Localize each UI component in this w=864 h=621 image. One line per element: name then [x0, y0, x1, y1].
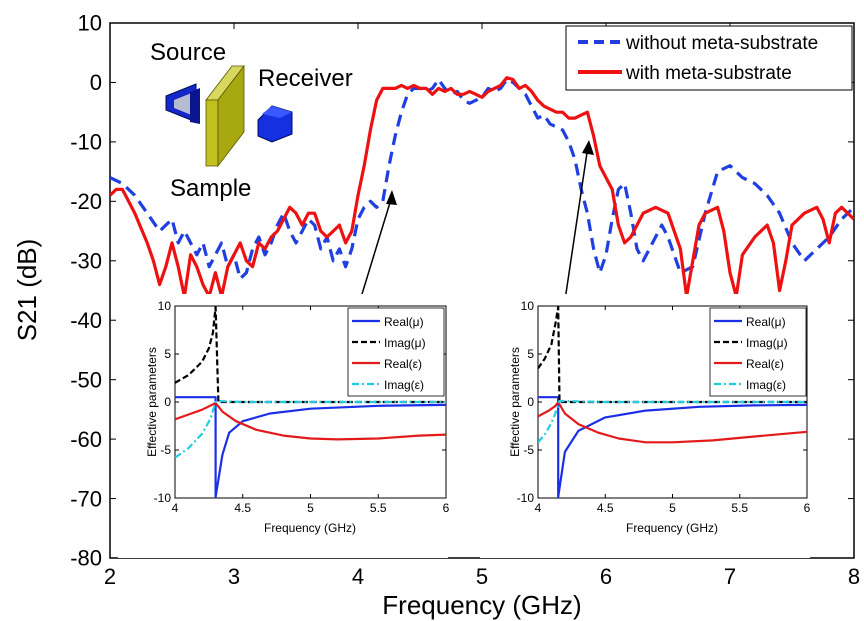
y-tick-label: 10: [78, 11, 102, 36]
x-tick-label: 2: [104, 564, 116, 589]
sample-label: Sample: [170, 175, 251, 202]
inset-left-legend-label-1: Imag(μ): [384, 336, 426, 350]
inset-right-y-axis-label: Effective parameters: [508, 347, 522, 457]
y-tick-label: 0: [527, 395, 534, 409]
receiver-label: Receiver: [258, 65, 353, 92]
y-tick-label: 0: [90, 70, 102, 95]
series-line-Imag(μ): [175, 306, 446, 404]
inset-right-legend-label-1: Imag(μ): [746, 336, 788, 350]
inset-left-legend: Real(μ) Imag(μ) Real(ε) Imag(ε): [347, 307, 445, 397]
series-group: [538, 306, 807, 498]
x-tick-label: 4: [172, 501, 179, 515]
inset-right-series-lines: [538, 306, 807, 498]
y-tick-label: -80: [70, 546, 102, 571]
y-tick-label: -10: [154, 491, 172, 505]
y-tick-label: 10: [158, 299, 172, 313]
series-group: [110, 76, 854, 298]
y-tick-label: 5: [164, 347, 171, 361]
y-tick-label: -20: [70, 189, 102, 214]
inset-left-legend-label-0: Real(μ): [384, 315, 424, 329]
x-tick-label: 4.5: [597, 501, 614, 515]
y-tick-label: -50: [70, 367, 102, 392]
y-tick-label: -5: [160, 443, 171, 457]
x-tick-label: 6: [600, 564, 612, 589]
x-tick-label: 5.5: [370, 501, 387, 515]
y-tick-label: -70: [70, 486, 102, 511]
y-tick-label: 10: [521, 299, 535, 313]
inset-left-y-axis-label: Effective parameters: [145, 347, 159, 457]
inset-right-axes: 10 5 0 -5 -104 4.5 5 5.5 6: [517, 299, 811, 515]
receiver-horn-icon: [257, 105, 293, 143]
y-tick-label: -30: [70, 248, 102, 273]
series-group: [175, 306, 446, 498]
series-line-Imag(ε): [538, 399, 807, 444]
measurement-schematic: Source Receiver Sample: [150, 39, 353, 202]
x-tick-label: 4.5: [234, 501, 251, 515]
source-label: Source: [150, 39, 226, 66]
x-tick-label: 5: [669, 501, 676, 515]
inset-right-legend-label-3: Imag(ε): [746, 378, 786, 392]
legend-label-without: without meta-substrate: [625, 33, 818, 54]
x-tick-label: 5: [307, 501, 314, 515]
x-tick-label: 4: [352, 564, 364, 589]
series-line-Real(μ): [175, 396, 446, 498]
x-tick-label: 5: [476, 564, 488, 589]
series-line-Real(ε): [538, 400, 807, 444]
inset-left-series-lines: [175, 306, 446, 498]
source-horn-icon: [165, 83, 200, 124]
inset-right-legend: Real(μ) Imag(μ) Real(ε) Imag(ε): [709, 307, 807, 397]
x-tick-label: 6: [804, 501, 811, 515]
y-tick-label: 0: [164, 395, 171, 409]
inset-left-legend-label-2: Real(ε): [384, 357, 422, 371]
y-tick-label: -5: [523, 443, 534, 457]
x-tick-label: 5.5: [731, 501, 748, 515]
inset-left-legend-label-3: Imag(ε): [384, 378, 424, 392]
main-y-axis: 100-10-20-30-40-50-60-70-802 3 4 5 6 7 8: [70, 11, 860, 589]
main-legend-box: [565, 25, 853, 91]
main-x-axis-label: Frequency (GHz): [382, 590, 581, 620]
series-line-with meta-substrate: [110, 76, 854, 298]
inset-right-legend-label-2: Real(ε): [746, 357, 784, 371]
y-tick-label: -10: [70, 130, 102, 155]
series-line-Real(ε): [175, 401, 446, 441]
inset-right-legend-box: [709, 307, 807, 397]
y-tick-label: -10: [517, 491, 535, 505]
x-tick-label: 7: [724, 564, 736, 589]
x-tick-label: 8: [848, 564, 860, 589]
main-y-axis-label: S21 (dB): [12, 239, 42, 342]
inset-right-x-axis-label: Frequency (GHz): [626, 521, 718, 535]
y-tick-label: 5: [527, 347, 534, 361]
sample-slab-icon: [205, 64, 245, 168]
series-line-Imag(μ): [538, 306, 807, 404]
inset-left-x-axis-label: Frequency (GHz): [264, 521, 356, 535]
main-legend: without meta-substrate with meta-substra…: [565, 25, 853, 91]
x-tick-label: 6: [443, 501, 450, 515]
inset-right-legend-label-0: Real(μ): [746, 315, 786, 329]
x-tick-label: 3: [228, 564, 240, 589]
series-line-Imag(ε): [175, 399, 446, 459]
legend-label-with: with meta-substrate: [625, 63, 792, 84]
inset-left-axes: 10 5 0 -5 -104 4.5 5 5.5 6: [154, 299, 450, 515]
y-tick-label: -40: [70, 308, 102, 333]
y-tick-label: -60: [70, 427, 102, 452]
inset-left-legend-box: [347, 307, 445, 397]
x-tick-label: 4: [535, 501, 542, 515]
series-line-Real(μ): [538, 396, 807, 498]
main-series-lines: [110, 76, 854, 298]
